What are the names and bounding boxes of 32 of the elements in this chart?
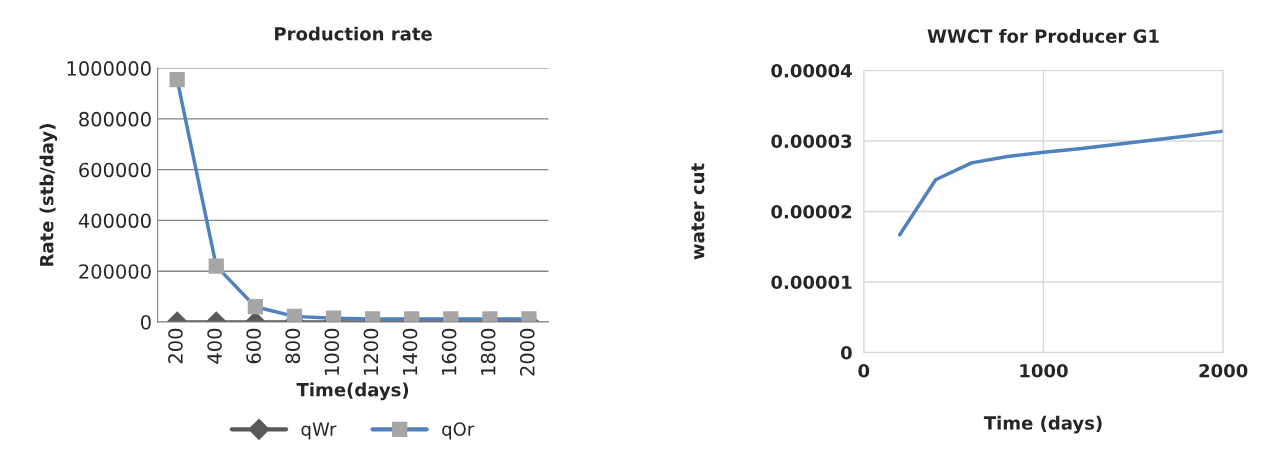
x-tick-label: 1800 — [480, 328, 496, 375]
line-series — [897, 129, 1224, 237]
x-axis-title: Time (days) — [983, 415, 1102, 434]
chart-title: WWCT for Producer G1 — [927, 29, 1159, 43]
y-tick-label: 0 — [140, 314, 151, 330]
legend-label: qWr — [301, 422, 337, 440]
y-tick-label: 800000 — [79, 111, 151, 127]
y-tick-label: 0.00003 — [771, 134, 852, 149]
y-tick-label: 200000 — [79, 264, 151, 279]
x-tick-label: 1600 — [441, 328, 457, 375]
chart-title: Production rate — [275, 26, 432, 41]
y-axis-title: Rate (stb/day) — [39, 124, 58, 266]
x-tick-label: 600 — [246, 328, 261, 364]
x-tick-label: 200 — [168, 328, 183, 364]
y-tick-label: 0.00002 — [771, 204, 852, 219]
y-axis-title: water cut — [691, 163, 705, 260]
y-tick-label: 1000000 — [67, 61, 151, 76]
x-tick-label: 1000 — [1020, 363, 1068, 378]
legend-label: qOr — [442, 422, 475, 440]
y-tick-label: 0.00001 — [771, 275, 852, 290]
x-tick-label: 2000 — [519, 328, 535, 376]
x-tick-label: 2000 — [1199, 363, 1248, 378]
y-tick-label: 400000 — [78, 213, 151, 229]
x-tick-label: 1200 — [363, 328, 379, 375]
x-tick-label: 400 — [207, 328, 222, 364]
y-tick-label: 0.00004 — [771, 63, 852, 78]
x-tick-label: 1000 — [324, 328, 340, 375]
x-tick-label: 1400 — [402, 328, 418, 375]
x-tick-label: 800 — [285, 328, 301, 364]
x-axis-title: Time(days) — [296, 382, 409, 401]
x-tick-label: 0 — [858, 363, 870, 378]
y-tick-label: 600000 — [79, 162, 151, 178]
